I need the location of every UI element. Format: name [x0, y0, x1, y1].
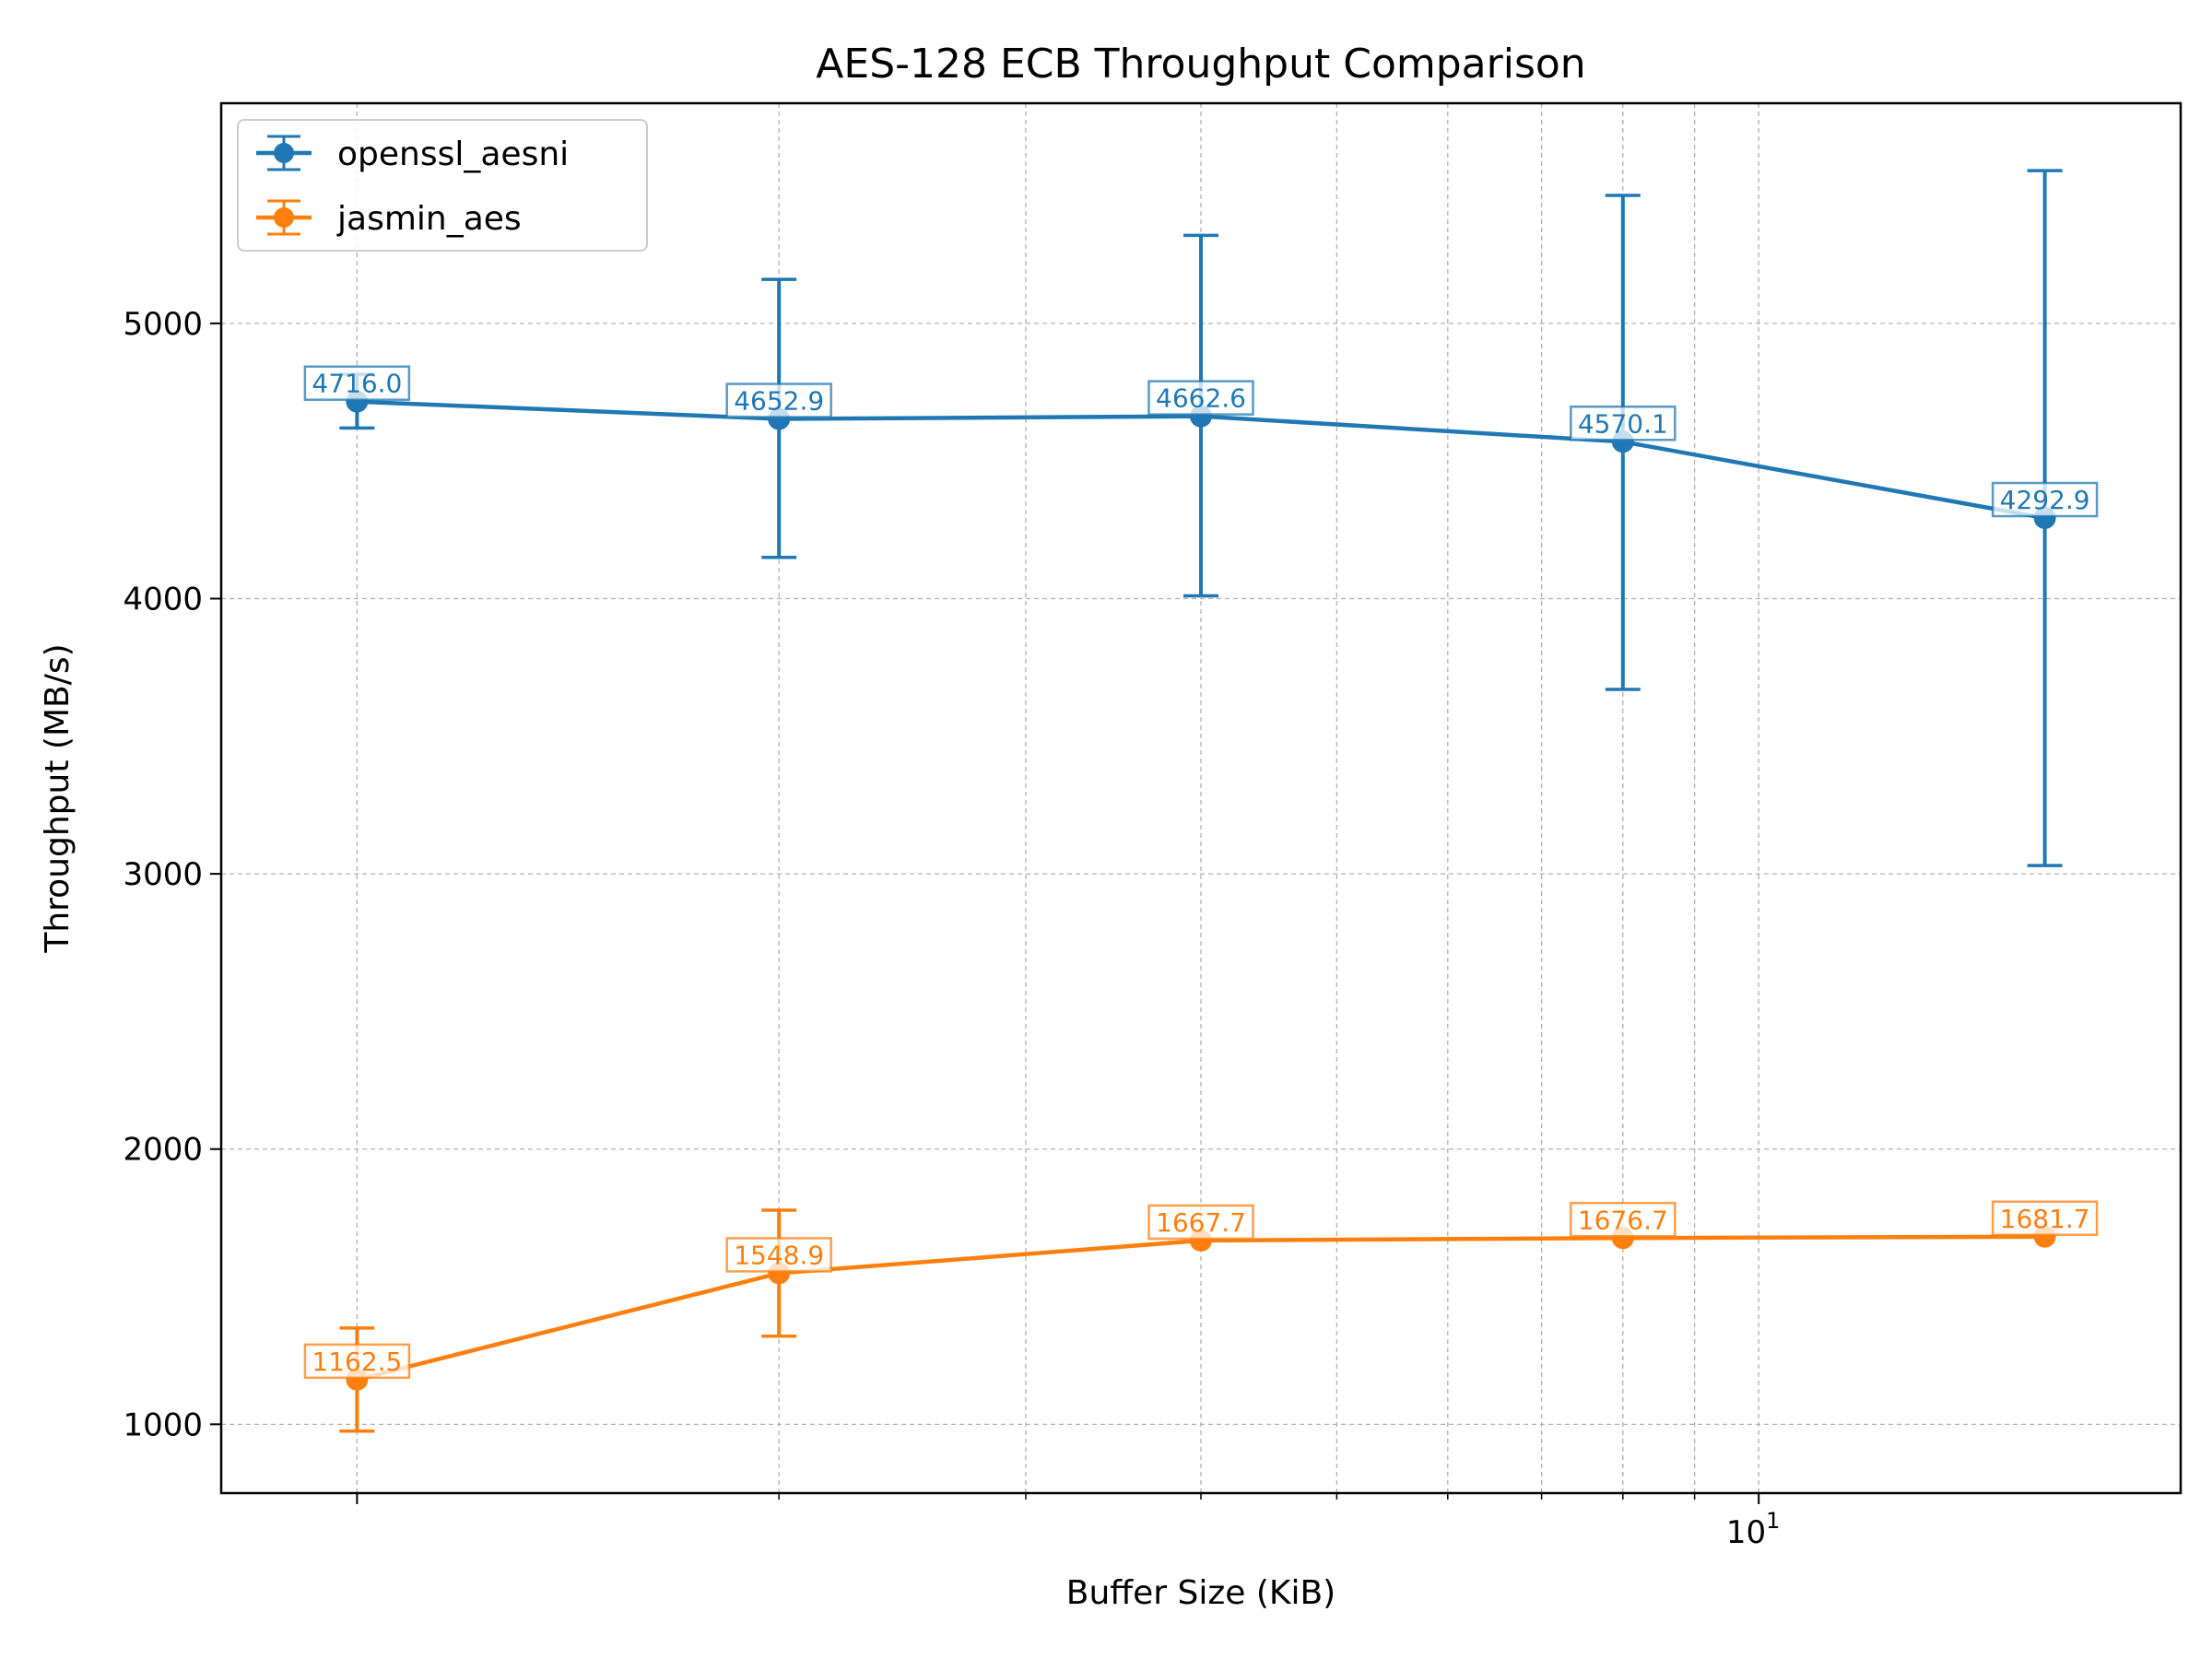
data-label-box: [1991, 1200, 2099, 1237]
legend-label: openssl_aesni: [337, 135, 569, 173]
data-label-box: [1570, 1202, 1677, 1238]
x-axis-label: Buffer Size (KiB): [1066, 1574, 1335, 1612]
data-label: 1548.9: [734, 1240, 824, 1270]
series-openssl_aesni: 4716.0 4652.9 4662.6 4570.1 4292.9: [303, 169, 2099, 867]
data-label-box: [1570, 406, 1677, 441]
data-label-box: [1147, 380, 1254, 416]
axis-ticks: 101 1000 2000 3000 4000 5000: [123, 306, 1780, 1551]
data-label-box: [303, 365, 411, 401]
y-tick-label: 2000: [123, 1132, 203, 1169]
y-tick-label: 3000: [123, 856, 203, 893]
chart-title: AES-128 ECB Throughput Comparison: [816, 41, 1585, 88]
legend-marker: [274, 207, 294, 228]
data-label: 4662.6: [1156, 383, 1246, 414]
legend-item-jasmin_aes: jasmin_aes: [256, 199, 522, 238]
series-jasmin_aes: 1162.5 1548.9 1667.7 1676.7 1681.7: [303, 1200, 2099, 1433]
data-label: 4292.9: [2000, 485, 2090, 515]
data-label: 1667.7: [1156, 1207, 1246, 1238]
data-label-box: [1991, 481, 2099, 518]
y-tick-label: 4000: [123, 582, 203, 618]
legend-item-openssl_aesni: openssl_aesni: [256, 135, 569, 173]
y-tick-label: 1000: [123, 1406, 203, 1443]
data-label-box: [1147, 1204, 1254, 1241]
data-label: 4652.9: [734, 386, 824, 417]
legend-label: jasmin_aes: [336, 200, 522, 238]
data-label-box: [725, 382, 832, 418]
x-tick-label: 101: [1726, 1508, 1781, 1551]
legend-marker: [274, 143, 294, 163]
data-label-box: [303, 1343, 411, 1380]
legend: openssl_aesni jasmin_aes: [237, 119, 648, 252]
data-label: 1676.7: [1578, 1205, 1668, 1235]
data-label: 4716.0: [312, 369, 402, 399]
data-label: 1162.5: [312, 1347, 402, 1377]
y-axis-label: Throughput (MB/s): [39, 643, 76, 953]
y-tick-label: 5000: [123, 306, 203, 343]
data-label-box: [725, 1237, 832, 1273]
data-label: 4570.1: [1578, 408, 1668, 439]
series-layer: 4716.0 4652.9 4662.6 4570.1 4292.9 1162.5 1548…: [303, 169, 2099, 1433]
data-label: 1681.7: [2000, 1204, 2090, 1234]
legend-box: [237, 119, 648, 252]
